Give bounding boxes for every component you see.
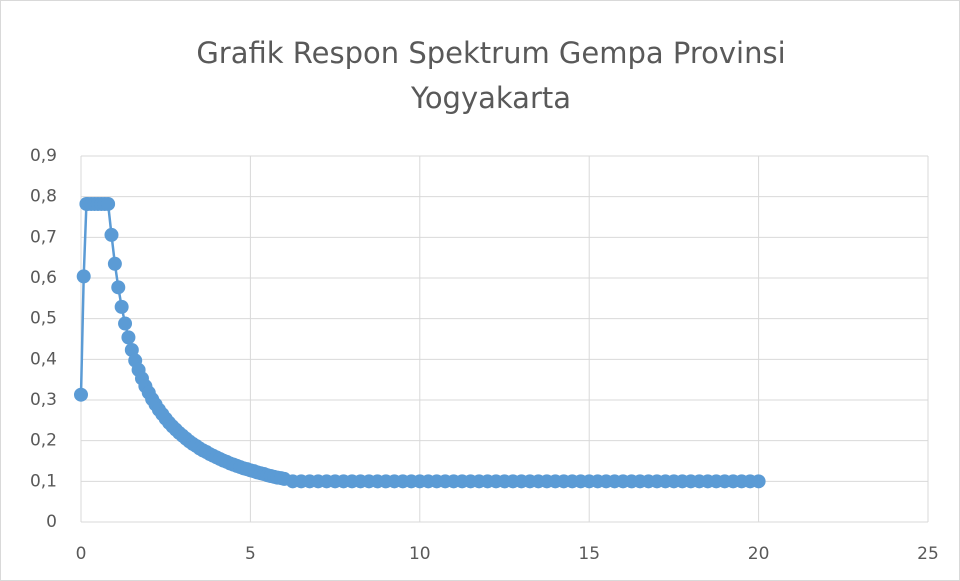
y-tick-label: 0,1	[30, 471, 57, 491]
x-tick-label: 10	[409, 544, 431, 564]
y-tick-label: 0,2	[30, 431, 57, 451]
y-tick-label: 0,7	[30, 227, 57, 247]
y-tick-label: 0,8	[30, 187, 57, 207]
data-point	[124, 342, 139, 357]
data-point	[104, 227, 119, 242]
data-point	[76, 269, 91, 284]
data-point	[118, 316, 133, 331]
y-tick-label: 0	[46, 512, 57, 532]
data-point	[751, 474, 766, 489]
y-tick-label: 0,5	[30, 309, 57, 329]
x-tick-label: 20	[748, 544, 770, 564]
data-point	[114, 299, 129, 314]
data-point	[107, 256, 122, 271]
y-tick-label: 0,6	[30, 268, 57, 288]
x-tick-label: 25	[917, 544, 939, 564]
x-tick-label: 15	[578, 544, 600, 564]
data-point	[101, 196, 116, 211]
data-point	[121, 330, 136, 345]
y-tick-label: 0,4	[30, 349, 57, 369]
y-tick-label: 0,9	[30, 146, 57, 166]
chart-title: Grafik Respon Spektrum Gempa Provinsi Yo…	[196, 36, 786, 115]
x-tick-label: 5	[245, 544, 256, 564]
data-point	[111, 280, 126, 295]
x-tick-label: 0	[76, 544, 87, 564]
data-point	[74, 387, 88, 402]
y-tick-label: 0,3	[30, 390, 57, 410]
